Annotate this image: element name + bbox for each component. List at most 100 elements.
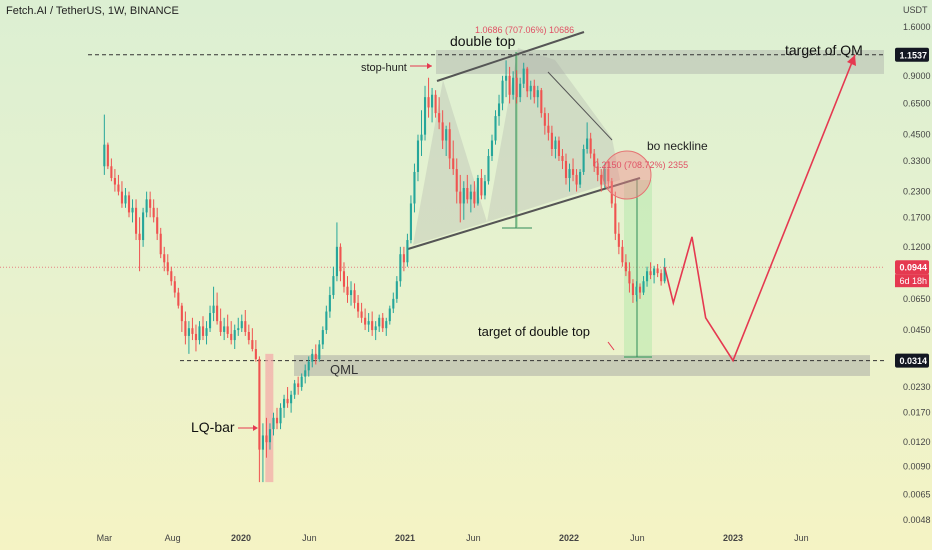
candle-body bbox=[596, 166, 599, 175]
candle-body bbox=[208, 313, 212, 329]
bottom-level-price-label-bg bbox=[895, 353, 929, 368]
current-price-label-bg bbox=[895, 260, 929, 275]
candle-body bbox=[483, 181, 486, 196]
candle-body bbox=[420, 134, 423, 141]
candle-body bbox=[134, 207, 138, 234]
y-tick-label: 0.0450 bbox=[903, 325, 931, 335]
candle-body bbox=[367, 321, 370, 325]
candle-body bbox=[409, 203, 412, 241]
candle-body bbox=[508, 75, 511, 95]
candle-body bbox=[240, 321, 243, 329]
candle-body bbox=[360, 311, 363, 318]
candle-body bbox=[216, 305, 219, 322]
triangle-right bbox=[487, 48, 620, 222]
candle-body bbox=[631, 283, 635, 296]
candle-body bbox=[540, 90, 543, 114]
candle-body bbox=[304, 370, 307, 377]
candle-body bbox=[547, 125, 550, 133]
y-tick-label: 0.0230 bbox=[903, 382, 931, 392]
candle-body bbox=[328, 295, 331, 312]
candle-body bbox=[589, 138, 592, 154]
candle-body bbox=[198, 326, 201, 341]
candle-body bbox=[321, 330, 324, 345]
measure-box-bottom bbox=[624, 180, 652, 358]
candle-body bbox=[149, 199, 152, 208]
candle-body bbox=[283, 398, 286, 408]
candle-body bbox=[663, 267, 666, 282]
breakout-circle bbox=[602, 150, 652, 200]
candle-body bbox=[466, 188, 469, 200]
x-tick-label: 2023 bbox=[723, 533, 743, 543]
projection-arrowhead bbox=[847, 55, 856, 66]
candle-body bbox=[314, 353, 317, 359]
candle-body bbox=[490, 140, 494, 156]
symbol-header[interactable]: Fetch.AI / TetherUS, 1W, BINANCE bbox=[6, 5, 179, 17]
lq-bar-arrowhead bbox=[253, 425, 258, 431]
candle-body bbox=[297, 383, 300, 388]
candle-body bbox=[180, 305, 183, 322]
candle-body bbox=[392, 298, 395, 309]
candle-body bbox=[145, 199, 148, 213]
projection-path bbox=[663, 54, 856, 363]
candle-body bbox=[265, 435, 268, 443]
candle-body bbox=[469, 191, 472, 200]
top-resistance-zone bbox=[436, 50, 884, 74]
candle-body bbox=[374, 326, 377, 331]
candle-body bbox=[526, 68, 529, 92]
candle-body bbox=[219, 321, 222, 332]
candle-body bbox=[142, 212, 145, 241]
x-tick-label: Jun bbox=[630, 533, 645, 543]
candle-body bbox=[642, 281, 645, 293]
x-tick-label: Jun bbox=[302, 533, 317, 543]
target-double-top-label: target of double top bbox=[478, 324, 590, 339]
candle-body bbox=[480, 178, 483, 196]
candle-body bbox=[113, 178, 116, 185]
candle-body bbox=[342, 271, 346, 287]
candle-body bbox=[441, 122, 444, 141]
candle-body bbox=[371, 321, 374, 331]
candle-body bbox=[550, 132, 553, 150]
y-tick-label: 0.1700 bbox=[903, 212, 931, 222]
candle-body bbox=[402, 254, 405, 263]
y-tick-label: 1.6000 bbox=[903, 22, 931, 32]
candle-body bbox=[660, 273, 663, 282]
candle-body bbox=[621, 246, 624, 263]
candle-body bbox=[272, 417, 275, 430]
y-tick-label: 0.2300 bbox=[903, 187, 931, 197]
candle-body bbox=[557, 140, 561, 156]
candle-body bbox=[519, 83, 522, 98]
measure-box-top bbox=[516, 52, 518, 227]
candle-body bbox=[571, 169, 575, 175]
candle-body bbox=[381, 317, 384, 329]
candle-body bbox=[293, 383, 296, 395]
candle-body bbox=[364, 317, 367, 325]
candle-body bbox=[416, 140, 420, 172]
candle-body bbox=[536, 90, 539, 98]
candle-body bbox=[247, 331, 250, 341]
candle-body bbox=[194, 333, 198, 341]
candle-body bbox=[339, 246, 342, 272]
candle-body bbox=[120, 191, 124, 204]
lq-bar-label: LQ-bar bbox=[191, 419, 235, 435]
candle-body bbox=[311, 353, 314, 362]
candle-body bbox=[434, 94, 437, 114]
candle-body bbox=[131, 207, 134, 213]
candle-body bbox=[205, 328, 208, 336]
candle-body bbox=[254, 349, 257, 359]
candle-body bbox=[138, 233, 141, 241]
candle-body bbox=[582, 149, 585, 172]
y-tick-label: 0.0048 bbox=[903, 515, 931, 525]
x-tick-label: 2021 bbox=[395, 533, 415, 543]
y-tick-label: 0.0065 bbox=[903, 489, 931, 499]
candle-body bbox=[261, 435, 264, 450]
candle-body bbox=[487, 155, 490, 182]
candle-body bbox=[423, 97, 427, 135]
candle-body bbox=[575, 174, 578, 185]
x-tick-label: Aug bbox=[165, 533, 181, 543]
candle-body bbox=[173, 281, 176, 293]
qml-label: QML bbox=[330, 362, 358, 377]
candle-body bbox=[258, 358, 261, 450]
candle-body bbox=[607, 169, 610, 182]
candle-body bbox=[103, 144, 106, 167]
